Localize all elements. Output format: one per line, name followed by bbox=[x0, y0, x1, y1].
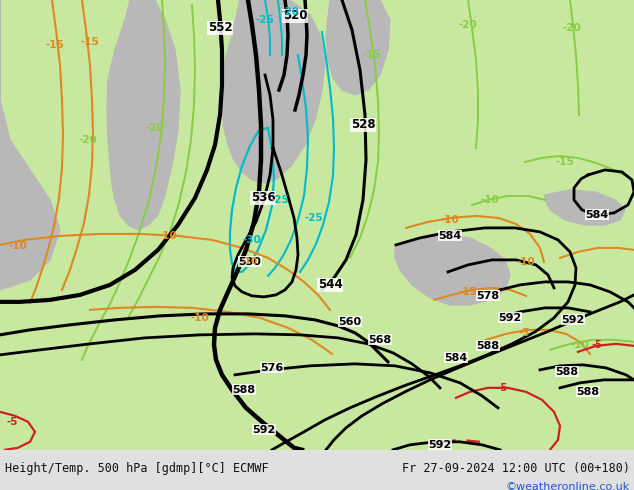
Text: 536: 536 bbox=[250, 192, 275, 204]
Polygon shape bbox=[545, 190, 625, 225]
Text: -10: -10 bbox=[481, 195, 500, 205]
Text: -10: -10 bbox=[571, 340, 590, 350]
Text: -20: -20 bbox=[79, 135, 98, 145]
Text: -15: -15 bbox=[46, 40, 65, 50]
Text: 528: 528 bbox=[351, 119, 375, 131]
Text: -25: -25 bbox=[271, 195, 289, 205]
Text: -5: -5 bbox=[592, 340, 602, 350]
Text: 584: 584 bbox=[438, 231, 462, 241]
Polygon shape bbox=[0, 0, 60, 290]
Polygon shape bbox=[395, 235, 510, 305]
Text: -10: -10 bbox=[158, 231, 178, 241]
Polygon shape bbox=[107, 0, 180, 230]
Text: 592: 592 bbox=[429, 440, 451, 450]
Text: 578: 578 bbox=[476, 291, 500, 301]
Text: -20: -20 bbox=[146, 123, 164, 133]
Text: 588: 588 bbox=[476, 341, 500, 351]
Polygon shape bbox=[326, 0, 390, 95]
Text: 592: 592 bbox=[561, 315, 585, 325]
Text: -5: -5 bbox=[518, 328, 530, 338]
Text: -15: -15 bbox=[458, 287, 477, 297]
Text: 592: 592 bbox=[498, 313, 522, 323]
Text: 584: 584 bbox=[444, 353, 468, 363]
Text: Height/Temp. 500 hPa [gdmp][°C] ECMWF: Height/Temp. 500 hPa [gdmp][°C] ECMWF bbox=[5, 462, 269, 475]
Text: -10: -10 bbox=[242, 257, 258, 267]
Text: -10: -10 bbox=[441, 215, 460, 225]
Text: Fr 27-09-2024 12:00 UTC (00+180): Fr 27-09-2024 12:00 UTC (00+180) bbox=[402, 462, 630, 475]
Text: 588: 588 bbox=[576, 387, 600, 397]
Text: 592: 592 bbox=[252, 425, 276, 435]
Text: -25: -25 bbox=[256, 15, 275, 25]
Text: -10: -10 bbox=[9, 241, 27, 251]
Text: 568: 568 bbox=[368, 335, 392, 345]
Text: ©weatheronline.co.uk: ©weatheronline.co.uk bbox=[506, 482, 630, 490]
Text: -15: -15 bbox=[81, 37, 100, 47]
Text: -30: -30 bbox=[243, 235, 261, 245]
Polygon shape bbox=[222, 0, 325, 183]
Text: -5: -5 bbox=[6, 417, 18, 427]
Text: 520: 520 bbox=[283, 9, 307, 23]
Text: -15: -15 bbox=[555, 157, 574, 167]
Text: -20: -20 bbox=[281, 7, 299, 17]
Text: 560: 560 bbox=[339, 317, 361, 327]
Text: 588: 588 bbox=[555, 367, 579, 377]
Text: -20: -20 bbox=[458, 20, 477, 30]
Text: -25: -25 bbox=[304, 213, 323, 223]
Text: 576: 576 bbox=[261, 363, 283, 373]
Text: 544: 544 bbox=[318, 278, 342, 292]
Text: -15: -15 bbox=[363, 50, 382, 60]
Text: -10: -10 bbox=[191, 313, 209, 323]
Text: 552: 552 bbox=[208, 22, 232, 34]
Text: -5: -5 bbox=[496, 383, 508, 393]
Text: -10: -10 bbox=[517, 257, 535, 267]
Text: 530: 530 bbox=[238, 257, 261, 267]
Text: 584: 584 bbox=[585, 210, 609, 220]
Text: 588: 588 bbox=[233, 385, 256, 395]
Text: -20: -20 bbox=[562, 23, 581, 33]
